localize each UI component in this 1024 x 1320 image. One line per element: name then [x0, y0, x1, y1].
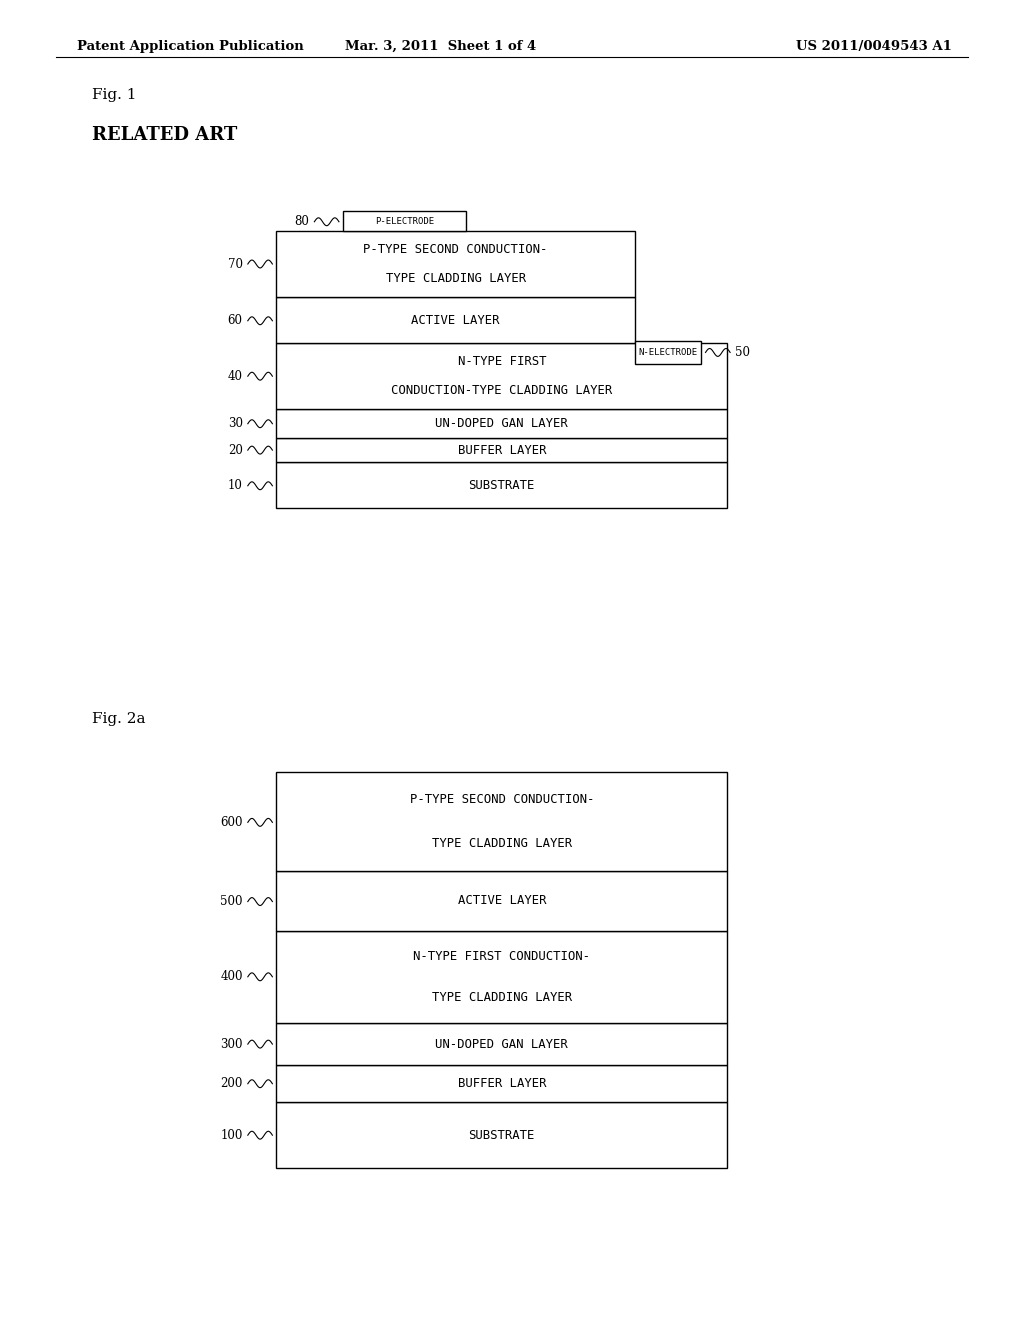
Text: CONDUCTION-TYPE CLADDING LAYER: CONDUCTION-TYPE CLADDING LAYER	[391, 384, 612, 397]
Text: UN-DOPED GAN LAYER: UN-DOPED GAN LAYER	[435, 417, 568, 430]
Text: TYPE CLADDING LAYER: TYPE CLADDING LAYER	[386, 272, 525, 285]
Bar	[635, 341, 701, 364]
Text: 600: 600	[220, 816, 243, 829]
Text: 80: 80	[294, 215, 309, 228]
Text: ACTIVE LAYER: ACTIVE LAYER	[458, 895, 546, 907]
Bar	[276, 297, 635, 343]
Bar	[276, 438, 727, 462]
Text: UN-DOPED GAN LAYER: UN-DOPED GAN LAYER	[435, 1038, 568, 1051]
Bar	[276, 1065, 727, 1102]
Bar	[276, 871, 727, 931]
Text: 300: 300	[220, 1038, 243, 1051]
Text: N-ELECTRODE: N-ELECTRODE	[639, 348, 697, 356]
Bar	[276, 931, 727, 1023]
Text: 60: 60	[227, 314, 243, 327]
Text: TYPE CLADDING LAYER: TYPE CLADDING LAYER	[432, 837, 571, 850]
Bar	[276, 772, 727, 871]
Bar	[276, 1102, 727, 1168]
Text: 70: 70	[227, 257, 243, 271]
Text: 50: 50	[735, 346, 751, 359]
Text: 500: 500	[220, 895, 243, 908]
Bar	[276, 343, 727, 409]
Text: P-TYPE SECOND CONDUCTION-: P-TYPE SECOND CONDUCTION-	[410, 793, 594, 807]
Text: SUBSTRATE: SUBSTRATE	[469, 479, 535, 491]
Bar	[276, 462, 727, 508]
Text: 400: 400	[220, 970, 243, 983]
Text: TYPE CLADDING LAYER: TYPE CLADDING LAYER	[432, 990, 571, 1003]
Text: P-TYPE SECOND CONDUCTION-: P-TYPE SECOND CONDUCTION-	[364, 243, 548, 256]
Text: Fig. 2a: Fig. 2a	[92, 713, 145, 726]
Text: 100: 100	[220, 1129, 243, 1142]
Text: 40: 40	[227, 370, 243, 383]
Text: 10: 10	[227, 479, 243, 492]
Bar	[276, 231, 635, 297]
Bar	[276, 1023, 727, 1065]
Bar	[343, 211, 466, 231]
Text: SUBSTRATE: SUBSTRATE	[469, 1129, 535, 1142]
Text: Patent Application Publication: Patent Application Publication	[77, 40, 303, 53]
Text: P-ELECTRODE: P-ELECTRODE	[375, 216, 434, 226]
Text: BUFFER LAYER: BUFFER LAYER	[458, 444, 546, 457]
Text: 200: 200	[220, 1077, 243, 1090]
Text: 30: 30	[227, 417, 243, 430]
Text: Fig. 1: Fig. 1	[92, 88, 136, 102]
Text: BUFFER LAYER: BUFFER LAYER	[458, 1077, 546, 1090]
Text: US 2011/0049543 A1: US 2011/0049543 A1	[797, 40, 952, 53]
Text: 20: 20	[227, 444, 243, 457]
Text: N-TYPE FIRST: N-TYPE FIRST	[458, 355, 546, 368]
Bar	[276, 409, 727, 438]
Text: RELATED ART: RELATED ART	[92, 125, 238, 144]
Text: N-TYPE FIRST CONDUCTION-: N-TYPE FIRST CONDUCTION-	[414, 950, 590, 964]
Text: ACTIVE LAYER: ACTIVE LAYER	[412, 314, 500, 326]
Text: Mar. 3, 2011  Sheet 1 of 4: Mar. 3, 2011 Sheet 1 of 4	[345, 40, 536, 53]
